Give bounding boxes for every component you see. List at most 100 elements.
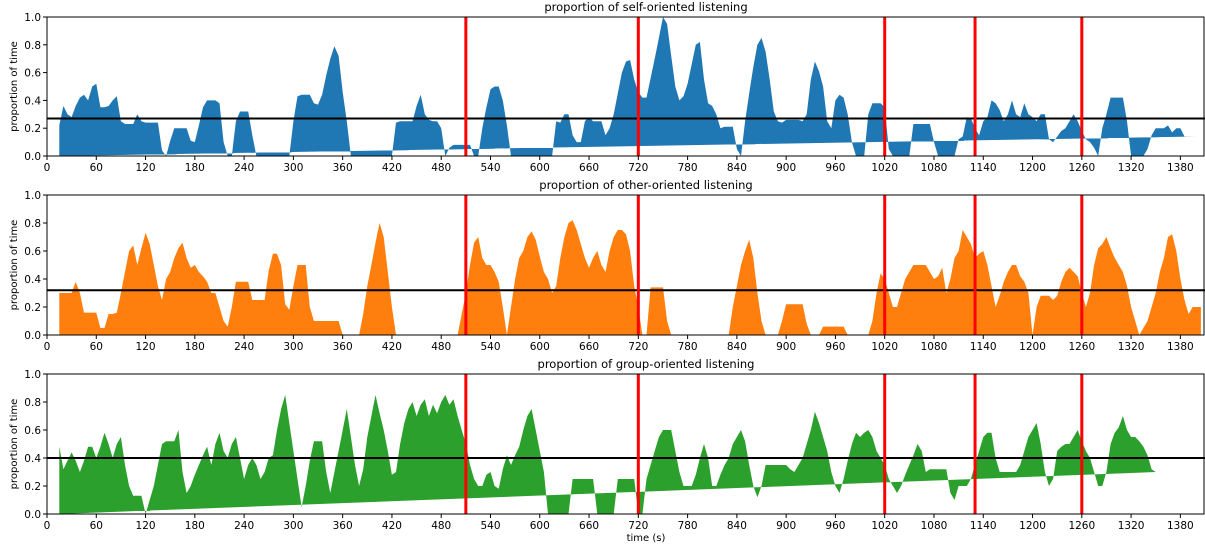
x-tick-label: 480	[431, 162, 451, 174]
x-tick-label: 60	[90, 341, 103, 353]
x-tick-label: 120	[136, 341, 156, 353]
chart-panel-2: 0 60 120 180 240 300 360 420 480 540 600 660 720 780 8…	[9, 178, 1205, 353]
x-tick-label: 780	[678, 520, 698, 532]
y-tick-label: 0.8	[24, 40, 41, 52]
x-tick-label: 1380	[1167, 341, 1194, 353]
x-tick-label: 1260	[1068, 341, 1095, 353]
y-tick-label: 0.2	[24, 481, 41, 493]
x-tick-label: 1200	[1019, 341, 1046, 353]
y-tick-label: 0.0	[24, 330, 41, 342]
x-tick-label: 1320	[1118, 162, 1145, 174]
y-tick-label: 0.6	[24, 425, 41, 437]
x-tick-label: 1320	[1118, 520, 1145, 532]
x-tick-label: 1380	[1167, 520, 1194, 532]
x-tick-label: 360	[333, 162, 353, 174]
x-tick-label: 1200	[1019, 520, 1046, 532]
x-tick-label: 960	[825, 520, 845, 532]
x-axis-label: time (s)	[627, 533, 666, 544]
y-tick-label: 0.8	[24, 218, 41, 230]
y-tick-label: 0.6	[24, 246, 41, 258]
x-tick-label: 840	[727, 341, 747, 353]
chart-title: proportion of other-oriented listening	[539, 178, 752, 192]
x-tick-label: 1260	[1068, 162, 1095, 174]
area-series-1	[59, 17, 1197, 156]
x-tick-label: 660	[579, 162, 599, 174]
x-tick-label: 0	[44, 520, 51, 532]
chart-title: proportion of group-oriented listening	[538, 357, 755, 371]
y-axis-label: proportion of time	[9, 220, 20, 311]
x-tick-label: 780	[678, 341, 698, 353]
x-tick-label: 1020	[871, 162, 898, 174]
x-tick-label: 900	[776, 520, 796, 532]
x-tick-label: 360	[333, 341, 353, 353]
x-tick-label: 720	[628, 341, 648, 353]
x-tick-label: 600	[530, 520, 550, 532]
x-tick-label: 360	[333, 520, 353, 532]
x-tick-label: 480	[431, 341, 451, 353]
x-tick-label: 1080	[921, 520, 948, 532]
x-tick-label: 840	[727, 162, 747, 174]
area-series-2	[59, 220, 1201, 335]
x-tick-label: 720	[628, 162, 648, 174]
x-tick-label: 300	[283, 162, 303, 174]
y-tick-label: 1.0	[24, 369, 41, 381]
x-tick-label: 1320	[1118, 341, 1145, 353]
x-tick-label: 0	[44, 162, 51, 174]
x-tick-label: 420	[382, 520, 402, 532]
x-tick-label: 840	[727, 520, 747, 532]
x-tick-label: 180	[185, 520, 205, 532]
x-tick-label: 1140	[970, 162, 997, 174]
chart-panel-3: 0 60 120 180 240 300 360 420 480 540 600 660 720 780 8…	[9, 357, 1205, 544]
x-tick-label: 1080	[921, 162, 948, 174]
y-tick-label: 0.4	[24, 453, 41, 465]
x-tick-label: 180	[185, 341, 205, 353]
x-tick-label: 720	[628, 520, 648, 532]
x-tick-label: 600	[530, 162, 550, 174]
x-tick-label: 420	[382, 341, 402, 353]
x-tick-label: 1140	[970, 520, 997, 532]
x-tick-label: 0	[44, 341, 51, 353]
x-tick-label: 1080	[921, 341, 948, 353]
x-tick-label: 420	[382, 162, 402, 174]
x-tick-label: 960	[825, 341, 845, 353]
x-tick-label: 1380	[1167, 162, 1194, 174]
x-tick-label: 240	[234, 341, 254, 353]
chart-title: proportion of self-oriented listening	[544, 0, 747, 14]
x-tick-label: 900	[776, 162, 796, 174]
plot-frame	[46, 194, 1205, 336]
y-tick-label: 0.0	[24, 509, 41, 521]
x-tick-label: 540	[480, 162, 500, 174]
y-axis-label: proportion of time	[9, 41, 20, 132]
x-tick-label: 180	[185, 162, 205, 174]
y-tick-label: 0.4	[24, 274, 41, 286]
x-tick-label: 300	[283, 341, 303, 353]
x-tick-label: 300	[283, 520, 303, 532]
x-tick-label: 1140	[970, 341, 997, 353]
y-tick-label: 0.0	[24, 151, 41, 163]
chart-panel-1: 0 60 120 180 240 300 360 420 480 540 600 660 720 780 8…	[9, 0, 1205, 174]
x-tick-label: 660	[579, 341, 599, 353]
x-tick-label: 660	[579, 520, 599, 532]
x-tick-label: 60	[90, 162, 103, 174]
y-axis-label: proportion of time	[9, 399, 20, 490]
y-tick-label: 0.2	[24, 302, 41, 314]
x-tick-label: 1200	[1019, 162, 1046, 174]
area-series-3	[59, 395, 1156, 514]
x-tick-label: 900	[776, 341, 796, 353]
x-tick-label: 1260	[1068, 520, 1095, 532]
plot-frame	[46, 373, 1205, 515]
y-tick-label: 0.2	[24, 123, 41, 135]
y-tick-label: 1.0	[24, 190, 41, 202]
y-tick-label: 0.6	[24, 68, 41, 80]
x-tick-label: 480	[431, 520, 451, 532]
x-tick-label: 540	[480, 520, 500, 532]
x-tick-label: 240	[234, 162, 254, 174]
x-tick-label: 540	[480, 341, 500, 353]
x-tick-label: 60	[90, 520, 103, 532]
y-tick-label: 0.4	[24, 95, 41, 107]
x-tick-label: 600	[530, 341, 550, 353]
x-tick-label: 240	[234, 520, 254, 532]
plot-frame	[46, 16, 1205, 157]
y-tick-label: 1.0	[24, 12, 41, 24]
